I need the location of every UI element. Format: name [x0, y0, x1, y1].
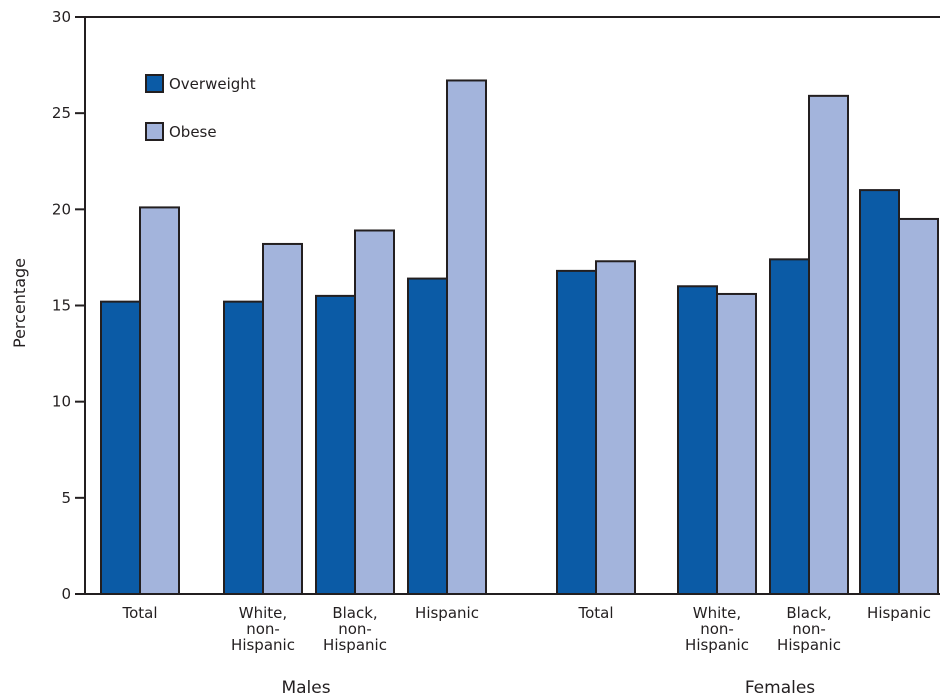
bar-overweight-7 — [859, 189, 900, 595]
legend-swatch-overweight — [145, 74, 164, 93]
y-tick-label: 20 — [52, 200, 71, 218]
bar-overweight-2 — [315, 294, 356, 595]
bar-overweight-5 — [677, 285, 718, 595]
x-category-label: Black, non-Hispanic — [777, 604, 841, 654]
legend: Overweight Obese — [145, 74, 256, 141]
bar-obese-5 — [716, 292, 757, 595]
bar-overweight-0 — [100, 300, 141, 595]
y-tick-label: 30 — [52, 8, 71, 26]
bar-obese-4 — [595, 260, 636, 595]
bar-overweight-3 — [407, 277, 448, 595]
x-category-label: White, non-Hispanic — [685, 604, 749, 654]
bar-overweight-6 — [769, 258, 810, 595]
group-label-females: Females — [745, 678, 815, 696]
group-label-males: Males — [281, 678, 330, 696]
x-category-label: White, non-Hispanic — [231, 604, 295, 654]
bar-obese-6 — [808, 94, 849, 596]
bar-obese-0 — [139, 206, 180, 595]
y-axis-title: Percentage — [10, 258, 29, 348]
bar-obese-1 — [262, 242, 303, 595]
y-ticks-layer: 0 5 10 15 20 25 30 — [52, 8, 85, 603]
bar-obese-3 — [446, 79, 487, 596]
bar-obese-2 — [354, 229, 395, 596]
x-category-label: Hispanic — [415, 604, 479, 622]
x-category-label: Total — [121, 604, 157, 622]
y-tick-label: 10 — [52, 393, 71, 411]
bar-overweight-1 — [223, 300, 264, 595]
bar-overweight-4 — [556, 269, 597, 595]
y-tick-label: 25 — [52, 104, 71, 122]
x-category-label: Hispanic — [867, 604, 931, 622]
bars-layer — [100, 79, 939, 596]
category-labels-layer: Total White, non-Hispanic Black, non-Hispani… — [121, 604, 930, 696]
y-tick-label: 5 — [61, 489, 71, 507]
x-category-label: Black, non-Hispanic — [323, 604, 387, 654]
bar-obese-7 — [898, 217, 939, 595]
legend-swatch-obese — [145, 122, 164, 141]
x-category-label: Total — [577, 604, 613, 622]
legend-label-obese: Obese — [169, 123, 217, 141]
y-tick-label: 0 — [61, 585, 71, 603]
y-tick-label: 15 — [52, 297, 71, 315]
legend-label-overweight: Overweight — [169, 75, 256, 93]
